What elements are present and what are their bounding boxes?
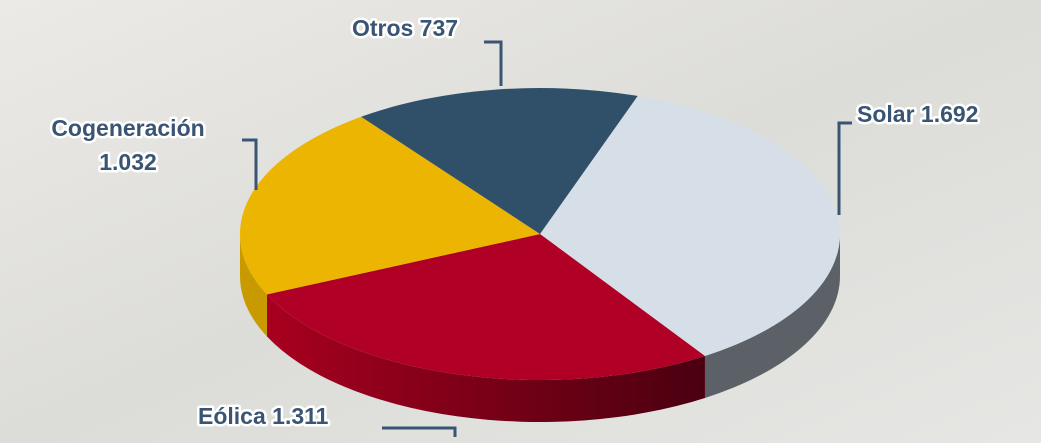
category-label: Solar	[857, 101, 915, 127]
slice-label: Solar 1.692	[857, 101, 978, 127]
slice-side	[240, 234, 267, 337]
category-label: Cogeneración	[51, 115, 204, 141]
leader-line	[242, 138, 258, 190]
slice-label: 1.032	[99, 149, 157, 175]
slice	[540, 95, 841, 356]
slice-label: Eólica 1.311	[198, 403, 329, 429]
slice-label: Otros 737	[352, 15, 458, 41]
slice-side	[704, 234, 841, 398]
slice	[361, 87, 638, 234]
value-label: 1.311	[272, 403, 328, 429]
value-label: 737	[420, 15, 458, 41]
category-label: Otros	[352, 15, 413, 41]
slice-label: Cogeneración	[51, 115, 204, 141]
value-label: 1.692	[921, 101, 979, 127]
leader-line	[382, 426, 457, 437]
slice-side	[266, 294, 705, 422]
slice	[266, 234, 705, 381]
category-label: Eólica	[198, 403, 266, 429]
pie	[240, 87, 841, 422]
leader-line	[837, 121, 852, 215]
value-label: 1.032	[99, 149, 157, 175]
labels: Solar 1.692 Eólica 1.311 Cogeneración 1.032…	[49, 13, 981, 437]
slice	[240, 116, 540, 295]
leader-line	[484, 40, 503, 86]
